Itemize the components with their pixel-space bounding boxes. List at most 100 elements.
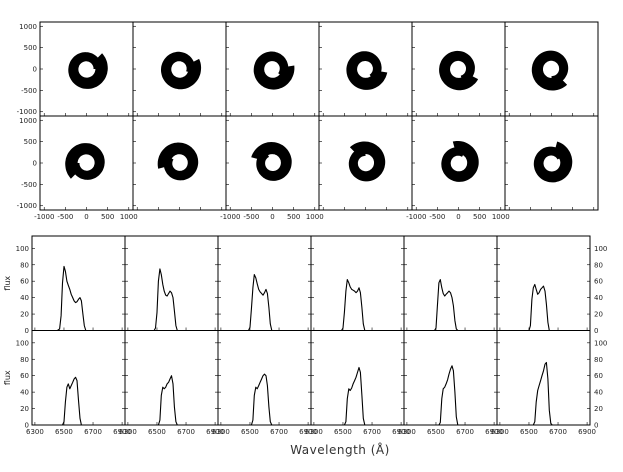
x-tick-label: 6900	[392, 428, 410, 436]
spectrum-panel	[124, 235, 219, 332]
x-tick-label: 6700	[84, 428, 102, 436]
spectrum-panel: 6300 6500 6700 6900	[212, 330, 317, 436]
y-tick-label-right: 0	[594, 422, 598, 430]
x-tick-label: 6300	[212, 428, 230, 436]
spiral-panel	[132, 115, 227, 211]
panel-frame	[225, 115, 320, 211]
x-tick-label: 500	[287, 213, 300, 221]
y-tick-label-right: 20	[594, 311, 603, 319]
y-tick-label: 60	[20, 372, 29, 380]
spectrum-line	[241, 373, 279, 426]
panel-frame	[504, 115, 599, 211]
spectrum-panel: 0 20 40 60 80 100 flux 6300 6500 6700 6900	[3, 330, 131, 436]
spiral-image	[348, 141, 386, 182]
spiral-image	[531, 50, 569, 91]
y-tick-label-right: 60	[594, 372, 603, 380]
x-tick-label: -1000	[34, 213, 54, 221]
y-tick-label-right: 60	[594, 278, 603, 286]
y-tick-label: 40	[20, 294, 29, 302]
x-tick-label: 6500	[241, 428, 259, 436]
x-tick-label: 6900	[299, 428, 317, 436]
x-tick-label: 6500	[148, 428, 166, 436]
panel-frame	[225, 21, 320, 117]
y-tick-label-right: 100	[594, 245, 607, 253]
spiral-panel	[411, 21, 506, 117]
y-tick-label: 100	[16, 245, 29, 253]
y-tick-label: 80	[20, 261, 29, 269]
x-tick-label: 0	[270, 213, 274, 221]
panel-frame	[132, 21, 227, 117]
y-tick-label: -500	[21, 87, 37, 95]
spectrum-line	[427, 365, 465, 426]
panel-frame	[39, 115, 134, 211]
spiral-panel: 1000 500 0 -500 -1000	[17, 21, 134, 117]
panel-frame	[310, 235, 405, 331]
spiral-panel	[318, 21, 413, 117]
spectrum-line	[520, 361, 558, 426]
x-tick-label: -500	[243, 213, 259, 221]
spectrum-panel	[310, 235, 405, 332]
x-tick-label: 6500	[55, 428, 73, 436]
x-tick-label: 6300	[119, 428, 137, 436]
spiral-image	[441, 141, 479, 182]
x-tick-label: 1000	[120, 213, 138, 221]
panel-frame	[318, 115, 413, 211]
x-tick-label: 6500	[520, 428, 538, 436]
spectrum-panel: 0 20 40 60 80 100 6300 6500 6700 6900	[491, 330, 607, 436]
x-tick-label: 6700	[549, 428, 567, 436]
x-tick-label: 6500	[334, 428, 352, 436]
spiral-image	[65, 143, 105, 180]
spectrum-panel	[217, 235, 312, 332]
x-tick-label: 500	[101, 213, 114, 221]
spiral-panel: -1000 -500 0 500 1000	[406, 115, 510, 221]
panel-frame	[39, 21, 134, 117]
y-tick-label-right: 100	[594, 339, 607, 347]
x-tick-label: 6700	[177, 428, 195, 436]
y-tick-label: -500	[21, 181, 37, 189]
x-tick-label: 6700	[456, 428, 474, 436]
x-tick-label: 6500	[427, 428, 445, 436]
x-tick-label: 1000	[306, 213, 324, 221]
panel-frame	[411, 21, 506, 117]
panel-frame	[496, 235, 591, 331]
y-tick-label: 80	[20, 356, 29, 364]
x-tick-label: -500	[57, 213, 73, 221]
x-tick-label: 6900	[578, 428, 596, 436]
y-tick-label: 500	[24, 44, 37, 52]
x-tick-label: 500	[473, 213, 486, 221]
y-tick-label: 1000	[19, 23, 37, 31]
y-tick-label-right: 80	[594, 261, 603, 269]
spiral-panel	[132, 21, 227, 117]
spiral-panel	[225, 21, 320, 117]
spiral-image	[253, 51, 295, 90]
spectrum-line	[148, 375, 186, 426]
y-axis-title: flux	[3, 276, 12, 291]
panel-frame	[496, 330, 591, 426]
y-axis-title: flux	[3, 370, 12, 385]
spiral-image	[533, 141, 573, 183]
spectra-grid: 0 20 40 60 80 100 flux 0 20 40 60 80 100 0 20 40 60 80 100…	[3, 235, 607, 436]
y-tick-label: 40	[20, 389, 29, 397]
panel-frame	[217, 235, 312, 331]
x-tick-label: 6700	[363, 428, 381, 436]
y-tick-label-right: 20	[594, 405, 603, 413]
panel-frame	[132, 115, 227, 211]
spiral-panel: -1000 -500 0 500 1000	[220, 115, 324, 221]
x-tick-label: 0	[84, 213, 88, 221]
x-tick-label: 6300	[491, 428, 509, 436]
x-tick-label: -1000	[220, 213, 240, 221]
y-tick-label: -1000	[17, 108, 37, 116]
panel-frame	[411, 115, 506, 211]
x-tick-label: 6300	[305, 428, 323, 436]
x-axis-title: Wavelength (Å)	[290, 442, 390, 457]
spectrum-panel: 0 20 40 60 80 100 flux	[3, 235, 126, 335]
spectrum-panel: 6300 6500 6700 6900	[398, 330, 503, 436]
spectrum-panel: 6300 6500 6700 6900	[119, 330, 224, 436]
x-tick-label: -500	[429, 213, 445, 221]
y-tick-label: 0	[33, 66, 37, 74]
x-tick-label: -1000	[406, 213, 426, 221]
spiral-image	[346, 51, 388, 90]
x-tick-label: 6300	[398, 428, 416, 436]
panel-frame	[318, 21, 413, 117]
